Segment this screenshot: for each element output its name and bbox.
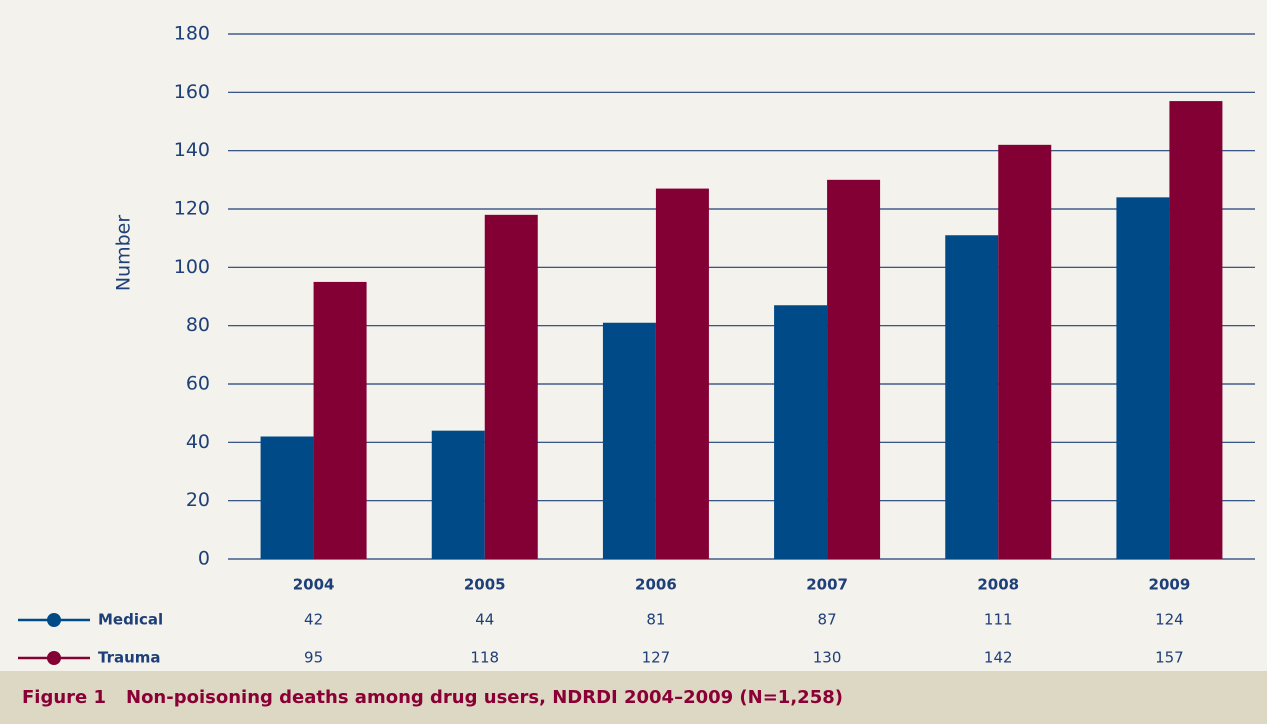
bar: [1169, 101, 1223, 559]
table-value: 142: [984, 649, 1013, 667]
table-value: 124: [1155, 611, 1184, 629]
table-value: 87: [818, 611, 837, 629]
y-tick-label: 120: [174, 198, 210, 220]
legend-marker: [47, 613, 61, 627]
legend-label: Medical: [98, 611, 163, 629]
y-tick-label: 140: [174, 139, 210, 161]
x-tick-label: 2006: [635, 576, 677, 594]
table-value: 95: [304, 649, 323, 667]
bar: [602, 322, 656, 559]
table-value: 81: [646, 611, 665, 629]
caption: Non-poisoning deaths among drug users, N…: [126, 687, 843, 708]
x-tick-label: 2007: [806, 576, 848, 594]
bar: [655, 188, 709, 560]
bar: [484, 214, 538, 560]
y-tick-label: 20: [186, 489, 210, 511]
caption-bar: [0, 671, 1267, 724]
table-value: 127: [642, 649, 671, 667]
bar: [1116, 197, 1170, 560]
figure-label: Figure 1: [22, 687, 106, 708]
table-value: 157: [1155, 649, 1184, 667]
table-value: 44: [475, 611, 494, 629]
legend-marker: [47, 651, 61, 665]
x-tick-label: 2005: [464, 576, 506, 594]
y-tick-label: 100: [174, 256, 210, 278]
bar: [774, 305, 828, 559]
y-tick-label: 160: [174, 81, 210, 103]
x-tick-label: 2009: [1149, 576, 1191, 594]
y-tick-label: 40: [186, 431, 210, 453]
table-value: 111: [984, 611, 1013, 629]
bar: [945, 235, 999, 559]
y-tick-label: 180: [174, 23, 210, 45]
bar: [313, 281, 367, 559]
y-tick-label: 80: [186, 314, 210, 336]
y-axis-label: Number: [113, 215, 135, 292]
bar: [827, 179, 881, 560]
y-tick-label: 0: [198, 548, 210, 570]
bar: [260, 436, 314, 559]
table-value: 118: [470, 649, 499, 667]
bar: [431, 430, 485, 559]
y-tick-label: 60: [186, 373, 210, 395]
table-value: 130: [813, 649, 842, 667]
x-tick-label: 2008: [977, 576, 1019, 594]
bar: [998, 144, 1052, 560]
table-value: 42: [304, 611, 323, 629]
x-tick-label: 2004: [293, 576, 335, 594]
legend-label: Trauma: [98, 649, 161, 667]
